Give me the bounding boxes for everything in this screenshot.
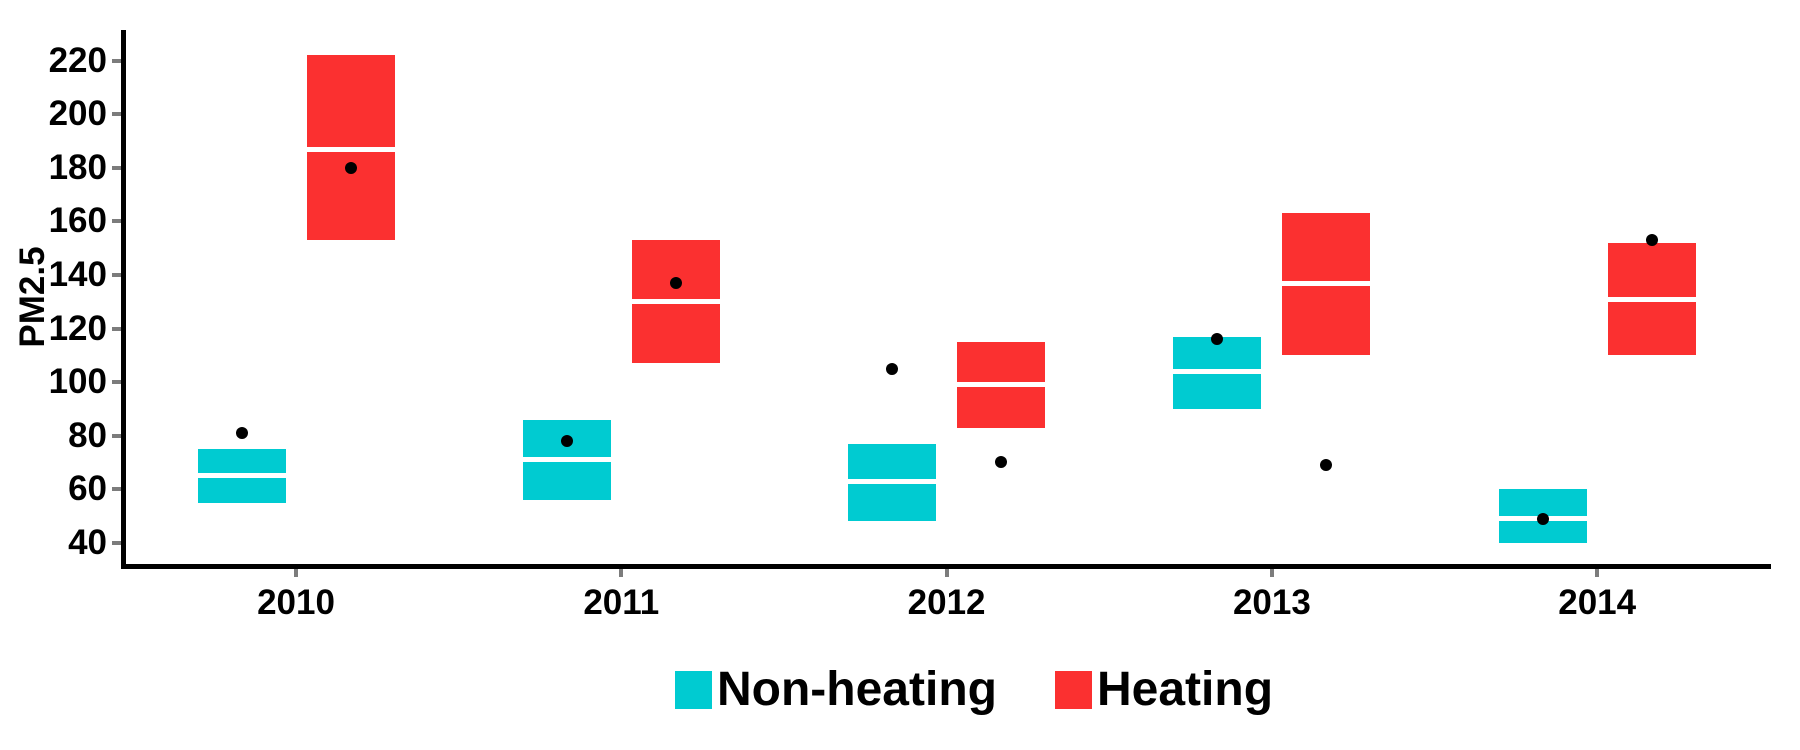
legend: Non-heating Heating [0,660,1800,720]
y-tick-label: 60 [68,469,107,509]
legend-item-non-heating: Non-heating [675,664,997,716]
point-heating-2013 [1320,459,1333,472]
median-line-heating-2014 [1607,296,1696,302]
y-tick [112,112,121,117]
point-non-heating-2013 [1211,333,1224,346]
y-tick-label: 100 [48,362,107,402]
y-tick [112,165,121,170]
legend-item-heating: Heating [1055,664,1273,716]
legend-swatch-heating-icon [1055,671,1092,709]
box-non-heating-2010 [197,449,286,503]
y-tick-label: 80 [68,415,107,455]
point-heating-2011 [669,277,682,290]
y-tick [112,58,121,63]
median-line-non-heating-2012 [848,478,937,484]
y-tick-label: 220 [48,40,107,80]
point-non-heating-2012 [886,362,899,375]
median-line-heating-2010 [306,146,395,152]
x-tick [294,569,298,577]
x-tick-label: 2014 [1558,583,1637,622]
legend-label-non-heating: Non-heating [717,663,997,716]
box-heating-2010 [306,55,395,241]
point-non-heating-2010 [235,427,248,440]
legend-label-heating: Heating [1097,663,1274,716]
y-tick-label: 140 [48,254,107,294]
median-line-heating-2013 [1282,280,1371,286]
y-tick [112,272,121,277]
median-line-heating-2011 [631,299,720,305]
y-tick-label: 120 [48,308,107,348]
legend-swatch-non-heating-icon [675,671,712,709]
point-heating-2012 [995,456,1008,469]
x-tick [944,569,949,577]
y-tick [112,326,121,331]
box-heating-2013 [1282,213,1371,356]
x-tick [1269,569,1274,577]
median-line-non-heating-2013 [1173,368,1262,374]
y-tick-label: 40 [68,522,107,562]
box-non-heating-2011 [522,419,611,500]
box-non-heating-2013 [1173,336,1262,409]
point-heating-2010 [344,161,357,174]
x-axis-line [121,564,1771,569]
y-tick [112,487,121,492]
y-tick-label: 200 [48,94,107,134]
point-heating-2014 [1645,234,1658,247]
box-non-heating-2012 [848,443,937,522]
x-tick [1595,569,1600,577]
x-tick-label: 2013 [1232,583,1311,622]
median-line-heating-2012 [957,382,1046,388]
box-heating-2011 [631,240,720,364]
box-heating-2012 [957,341,1046,428]
y-tick-label: 180 [48,147,107,187]
y-tick [112,219,121,224]
median-line-non-heating-2010 [197,473,286,479]
y-tick [112,380,121,385]
x-tick-label: 2010 [257,583,335,622]
x-tick-label: 2012 [907,583,986,622]
y-tick-label: 160 [48,201,107,241]
median-line-non-heating-2011 [522,457,611,463]
box-heating-2014 [1607,242,1696,356]
y-tick [112,540,121,545]
x-tick [619,569,624,577]
y-tick [112,433,121,438]
point-non-heating-2011 [560,435,573,448]
x-tick-label: 2011 [583,583,660,622]
point-non-heating-2014 [1536,512,1549,525]
y-axis-line [121,30,126,569]
